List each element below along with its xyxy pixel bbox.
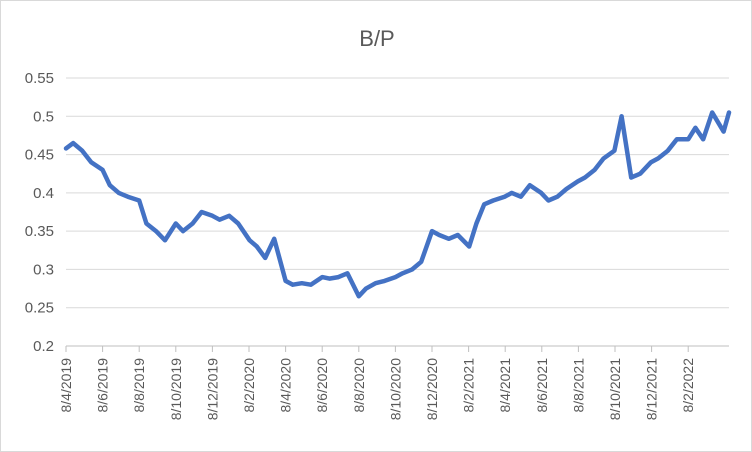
x-axis-tick-labels: 8/4/2019 8/6/2019 8/8/2019 8/10/2019 8/12/20… xyxy=(58,346,696,420)
y-tick-label: 0.5 xyxy=(33,108,54,125)
x-tick-label: 8/8/2019 xyxy=(131,358,147,413)
x-tick-label: 8/4/2019 xyxy=(58,358,74,413)
series-layer xyxy=(63,110,732,299)
x-tick-label: 8/10/2021 xyxy=(607,358,623,420)
x-tick-label: 8/2/2020 xyxy=(241,358,257,413)
chart-title: B/P xyxy=(359,26,394,51)
y-tick-label: 0.2 xyxy=(33,338,54,355)
x-tick-label: 8/6/2019 xyxy=(95,358,111,413)
x-tick-label: 8/12/2021 xyxy=(644,358,660,420)
x-tick-label: 8/4/2021 xyxy=(497,358,513,413)
gridlines xyxy=(66,77,729,347)
x-tick-label: 8/12/2019 xyxy=(204,358,220,420)
x-tick-label: 8/10/2019 xyxy=(168,358,184,420)
x-tick-label: 8/6/2020 xyxy=(314,358,330,413)
x-tick-label: 8/8/2021 xyxy=(570,358,586,413)
y-axis-tick-labels: 0.2 0.25 0.3 0.35 0.4 0.45 0.5 0.55 xyxy=(25,70,54,355)
series-line-0 xyxy=(63,110,732,299)
x-tick-label: 8/2/2022 xyxy=(680,358,696,413)
x-tick-label: 8/2/2021 xyxy=(461,358,477,413)
x-tick-label: 8/10/2020 xyxy=(387,358,403,420)
x-tick-label: 8/12/2020 xyxy=(424,358,440,420)
y-tick-label: 0.3 xyxy=(33,261,54,278)
y-tick-label: 0.55 xyxy=(25,70,54,87)
y-tick-label: 0.45 xyxy=(25,147,54,164)
x-tick-label: 8/8/2020 xyxy=(351,358,367,413)
y-tick-label: 0.35 xyxy=(25,223,54,240)
y-tick-label: 0.4 xyxy=(33,185,54,202)
x-tick-label: 8/6/2021 xyxy=(534,358,550,413)
y-tick-label: 0.25 xyxy=(25,300,54,317)
x-tick-label: 8/4/2020 xyxy=(278,358,294,413)
